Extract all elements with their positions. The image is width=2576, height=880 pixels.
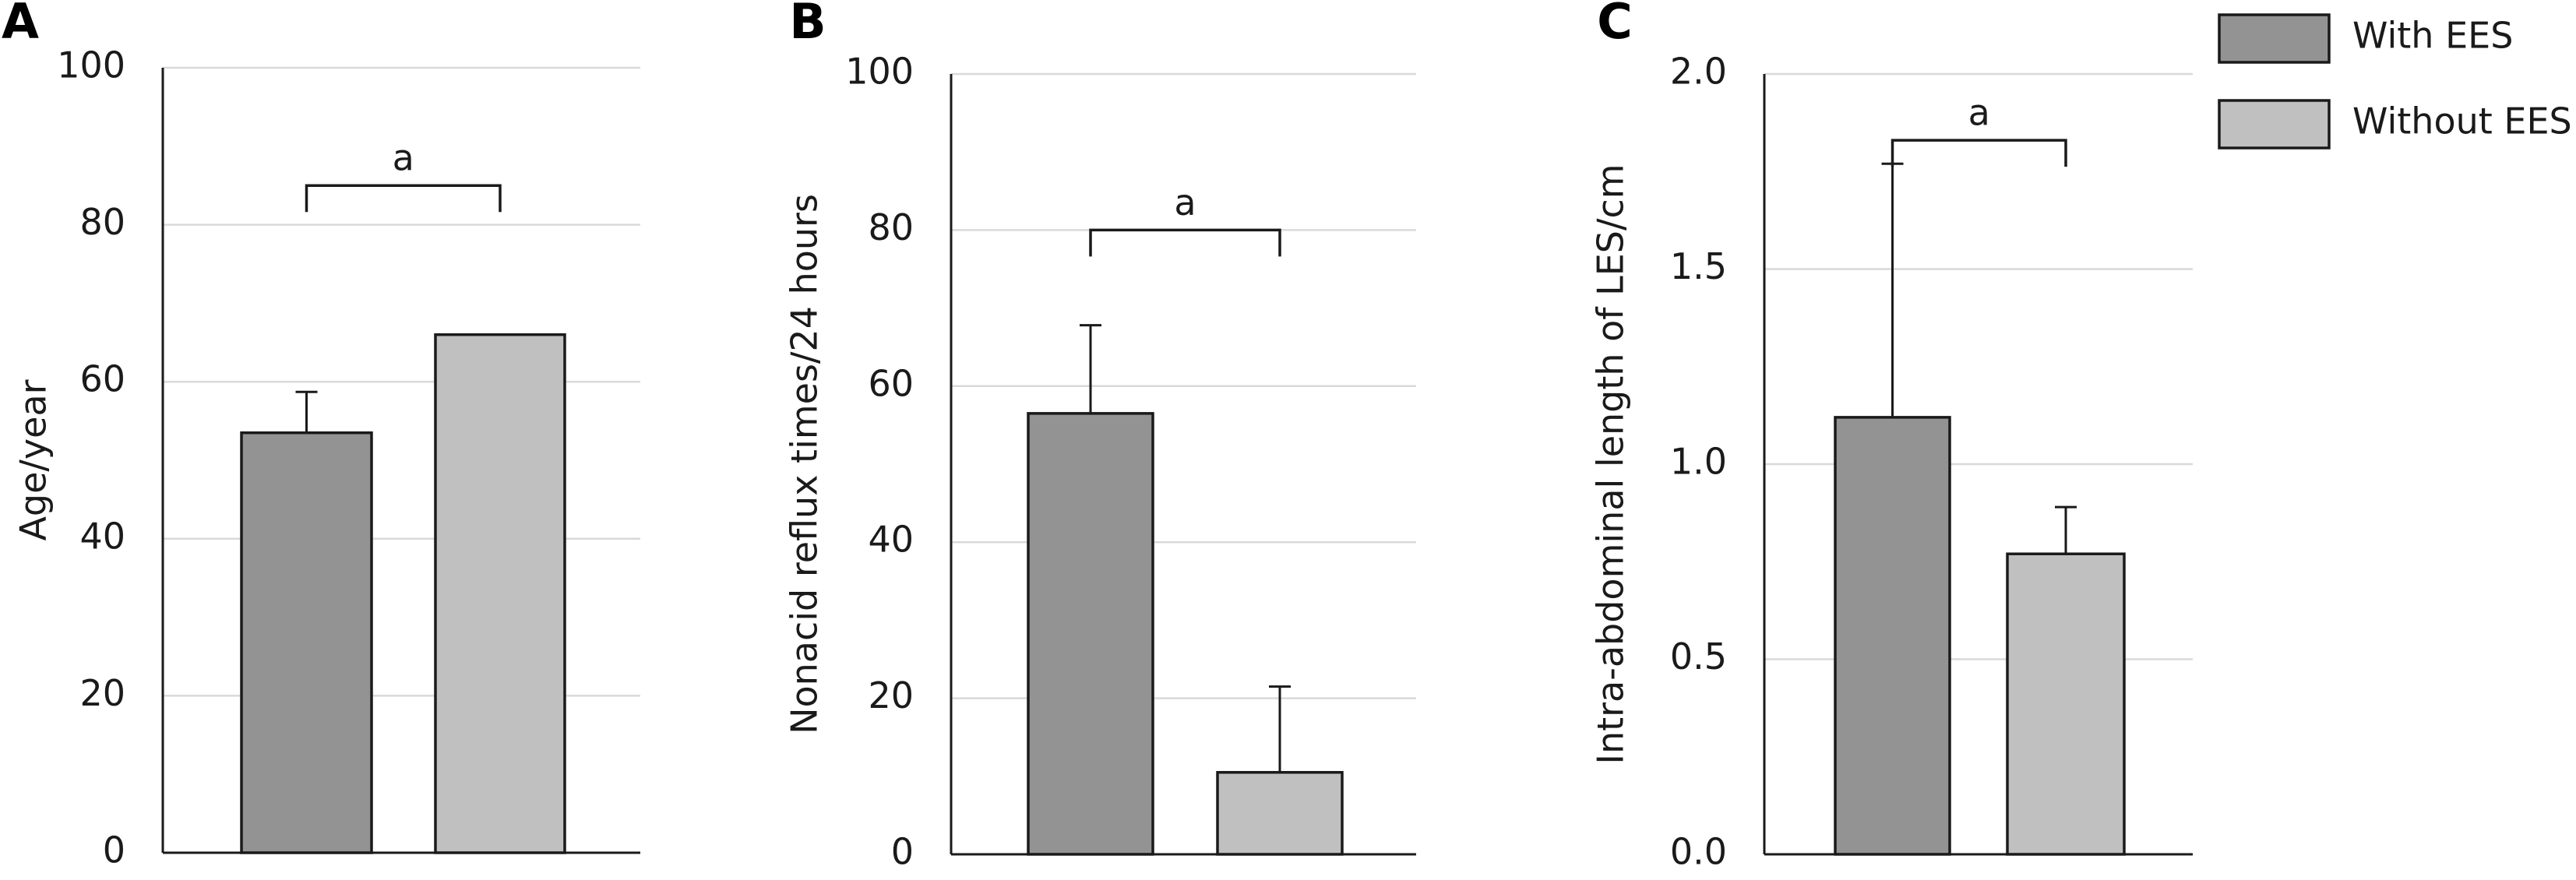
bar [240,431,373,854]
y-tick-label: 20 [79,672,125,714]
y-tick-label: 60 [79,358,125,400]
y-tick-label: 40 [79,515,125,557]
y-tick-label: 60 [868,362,914,404]
significance-label: a [1174,181,1196,224]
y-tick-label: 0.5 [1670,635,1727,678]
y-axis-label: Nonacid reflux times/24 hours [784,194,826,734]
bar [1027,412,1154,856]
significance-bracket [1089,228,1281,257]
y-tick-label: 40 [868,519,914,561]
y-tick-label: 100 [57,44,125,86]
y-tick-label: 0.0 [1670,831,1727,873]
significance-bracket [1891,139,2067,167]
y-tick-label: 1.5 [1670,245,1727,287]
bar [1216,771,1344,856]
bar [2006,552,2126,856]
legend-swatch [2218,13,2331,64]
y-tick-label: 100 [845,51,914,93]
y-tick-label: 20 [868,674,914,716]
legend-label: With EES [2352,15,2513,57]
panel-label: A [2,0,39,50]
y-axis-label: Age/year [12,379,55,540]
legend-label: Without EES [2352,100,2572,143]
bar [1834,416,1951,856]
y-axis-label: Intra-abdominal length of LES/cm [1590,164,1632,764]
legend-swatch [2218,99,2331,150]
panel-label: B [789,0,826,50]
significance-label: a [1968,92,1990,134]
y-tick-label: 2.0 [1670,51,1727,93]
significance-label: a [393,137,414,179]
panel-label: C [1597,0,1633,50]
y-tick-label: 80 [868,206,914,248]
y-tick-label: 0 [891,831,914,873]
bar [434,333,566,854]
significance-bracket [305,184,502,213]
y-tick-label: 0 [103,829,125,871]
y-tick-label: 80 [79,201,125,243]
y-tick-label: 1.0 [1670,441,1727,483]
